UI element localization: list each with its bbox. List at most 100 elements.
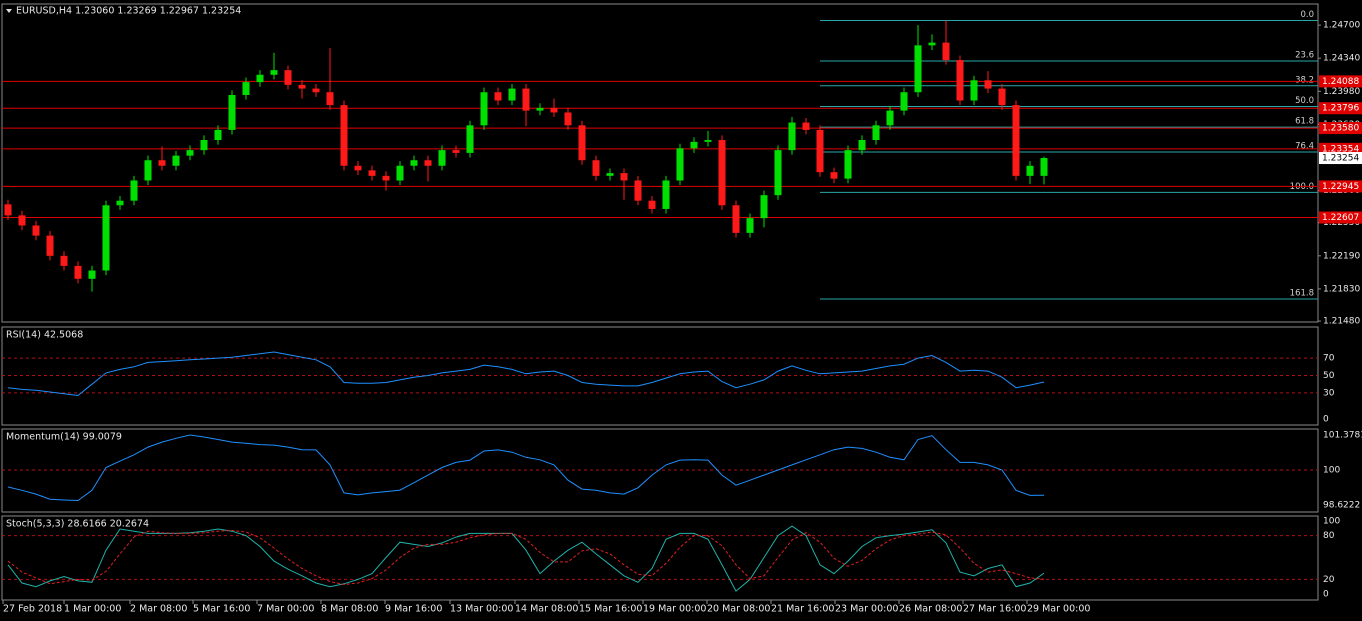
indicator-title: Stoch(5,3,3) 28.6166 20.2674: [6, 519, 149, 530]
y-tick-label: 100: [1323, 517, 1340, 527]
x-tick-label: 27 Mar 16:00: [963, 604, 1026, 615]
candle-body: [774, 150, 782, 196]
candle-body: [802, 122, 810, 130]
y-tick-label: 101.3781: [1323, 431, 1362, 441]
candle-body: [466, 125, 474, 153]
candle-body: [690, 141, 698, 149]
candle-body: [18, 215, 26, 226]
candle-body: [942, 42, 950, 61]
candle-body: [648, 200, 656, 209]
candle-body: [844, 150, 852, 179]
candle-body: [186, 150, 194, 156]
candle-body: [494, 92, 502, 101]
current-price-tag: [1319, 152, 1362, 165]
candle-body: [858, 140, 866, 151]
candle-body: [900, 92, 908, 111]
candle-body: [102, 205, 110, 271]
fib-label: 161.8: [1290, 289, 1314, 299]
x-tick-label: 21 Mar 16:00: [771, 604, 834, 615]
candle-body: [228, 94, 236, 130]
candle-body: [928, 42, 936, 46]
x-tick-label: 7 Mar 00:00: [257, 604, 314, 615]
candle-body: [284, 70, 292, 85]
y-tick-label: 100: [1323, 466, 1340, 476]
y-tick-label: 1.24340: [1323, 54, 1360, 64]
candle-body: [410, 160, 418, 166]
candle-body: [914, 45, 922, 93]
y-tick-label: 1.22190: [1323, 251, 1360, 261]
candle-body: [760, 195, 768, 219]
indicator-line: [7, 529, 1045, 586]
candle-body: [452, 150, 460, 153]
candle-body: [480, 92, 488, 126]
candle-body: [718, 140, 726, 206]
candle-body: [886, 110, 894, 126]
candle-body: [1026, 165, 1034, 176]
candle-body: [634, 180, 642, 201]
y-tick-label: 1.21830: [1323, 284, 1360, 294]
fib-label: 76.4: [1295, 141, 1314, 151]
candle-body: [676, 148, 684, 181]
y-tick-label: 1.23980: [1323, 87, 1360, 97]
candle-body: [578, 125, 586, 161]
price-tag-label: 1.23354: [1322, 144, 1359, 154]
fib-label: 38.2: [1295, 75, 1314, 85]
candle-body: [340, 105, 348, 166]
price-tag: [1319, 180, 1362, 193]
x-tick-label: 23 Mar 00:00: [835, 604, 898, 615]
y-tick-label: 80: [1323, 531, 1335, 541]
y-tick-label: 0: [1323, 415, 1329, 425]
chart-title: EURUSD,H4 1.23060 1.23269 1.22967 1.2325…: [16, 6, 241, 17]
x-tick-label: 26 Mar 08:00: [899, 604, 962, 615]
candle-body: [564, 112, 572, 126]
candle-body: [312, 88, 320, 93]
candle-body: [620, 173, 628, 181]
price-tag-label: 1.22945: [1322, 182, 1359, 192]
candle-body: [4, 204, 12, 216]
fib-label: 61.8: [1295, 117, 1314, 127]
price-tag: [1319, 122, 1362, 135]
candle-body: [60, 255, 68, 266]
candle-body: [1012, 105, 1020, 176]
fib-label: 0.0: [1300, 10, 1314, 20]
candle-body: [74, 265, 82, 279]
price-tag: [1319, 142, 1362, 155]
x-tick-label: 1 Mar 00:00: [64, 604, 121, 615]
candle-body: [116, 200, 124, 206]
candle-body: [354, 165, 362, 171]
candle-body: [368, 170, 376, 176]
x-tick-label: 13 Mar 00:00: [450, 604, 513, 615]
current-price-label: 1.23254: [1322, 154, 1359, 164]
candle-body: [326, 92, 334, 106]
y-tick-label: 1.24700: [1323, 21, 1360, 31]
candle-body: [214, 129, 222, 141]
indicator-line: [7, 525, 1045, 592]
price-tag: [1319, 102, 1362, 115]
menu-arrow[interactable]: [6, 9, 12, 13]
y-tick-label: 1.21480: [1323, 317, 1360, 327]
candle-body: [508, 88, 516, 101]
candle-body: [130, 180, 138, 201]
candle-body: [704, 140, 712, 142]
candle-body: [662, 180, 670, 209]
candle-body: [746, 218, 754, 233]
indicator-line: [7, 351, 1045, 397]
price-tag: [1319, 75, 1362, 88]
candle-body: [550, 107, 558, 113]
x-tick-label: 5 Mar 16:00: [193, 604, 250, 615]
x-tick-label: 29 Mar 00:00: [1027, 604, 1090, 615]
indicator-title: Momentum(14) 99.0079: [6, 432, 122, 443]
candle-body: [970, 80, 978, 101]
candle-body: [200, 140, 208, 151]
price-tag: [1319, 211, 1362, 224]
price-tag-label: 1.22607: [1322, 213, 1359, 223]
candle-body: [816, 129, 824, 173]
x-tick-label: 14 Mar 08:00: [515, 604, 578, 615]
fib-label: 23.6: [1295, 50, 1314, 60]
price-tag-label: 1.23796: [1322, 104, 1359, 114]
candle-body: [732, 205, 740, 233]
candle-body: [396, 165, 404, 181]
candle-body: [32, 225, 40, 236]
